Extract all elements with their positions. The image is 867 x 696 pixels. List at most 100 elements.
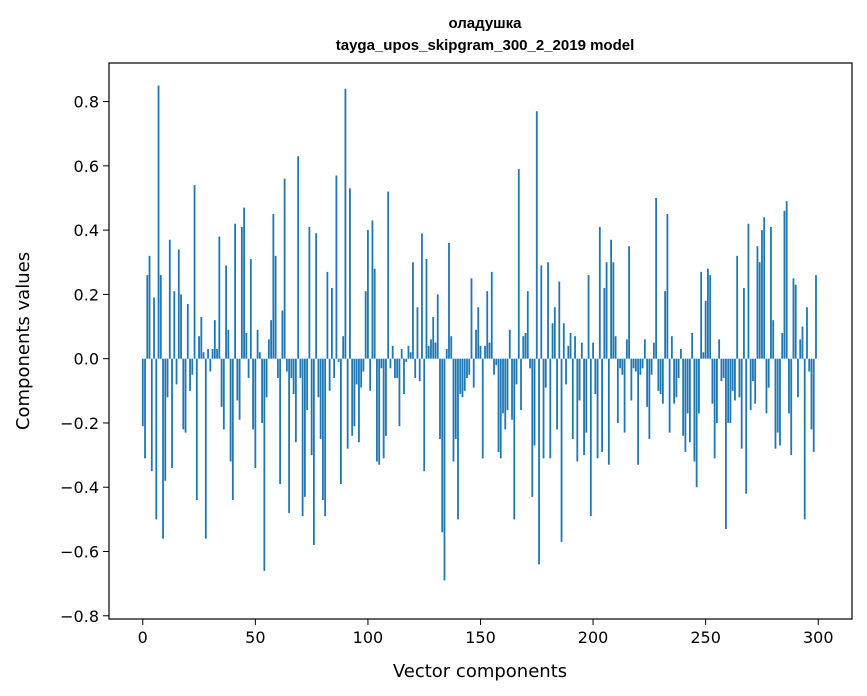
bar [353,358,356,427]
y-tick-label: 0.4 [74,221,99,240]
bar [299,358,302,378]
bar [529,358,531,369]
bar [743,287,745,359]
bar [452,358,455,462]
bar [157,85,160,359]
bar [150,358,153,472]
bar [434,342,437,359]
bar [308,226,311,359]
bar [650,358,653,375]
bar [171,358,173,468]
bar [677,358,680,378]
bar [180,294,182,359]
bar [463,358,466,391]
bar [506,358,509,411]
bar [400,349,403,359]
bar [698,358,700,414]
bar [691,332,694,359]
bar [731,358,734,391]
bar [209,358,212,372]
bar [544,358,547,388]
bar [763,217,766,359]
bar [285,358,288,372]
bar [641,358,644,369]
bar [785,201,788,359]
bar [670,336,673,359]
bar [177,249,180,359]
bar [445,349,448,359]
bar [207,349,209,359]
bar [198,336,200,359]
bar [713,358,716,459]
bar [801,326,804,359]
bar [657,358,660,391]
bar [389,358,392,369]
bar [351,358,354,436]
bar [175,358,178,385]
bar [436,294,439,359]
bar [637,358,640,465]
bar [490,271,493,359]
bar [756,246,759,359]
bar [418,358,421,382]
bar [204,358,207,539]
x-axis-label: Vector components [393,661,567,682]
y-tick-label: −0.4 [60,478,99,497]
bar [261,358,263,423]
bar [164,358,167,481]
bar [481,358,484,459]
bar [362,358,365,372]
bar [547,262,549,359]
bar [659,358,662,395]
bar [202,352,205,359]
bar [661,358,664,404]
bar [432,316,435,359]
bar [583,358,585,456]
bar [679,349,682,359]
bar [574,336,576,359]
bar [792,278,795,359]
bar [738,358,741,398]
bar [466,358,468,378]
bar [407,345,410,359]
bar [497,358,500,452]
bar [790,358,793,456]
bar [587,275,590,359]
bar [254,358,257,468]
bar [403,358,405,395]
bar [621,358,624,375]
y-tick-label: 0.8 [74,93,99,112]
bar [292,358,295,395]
bar [652,342,655,359]
bar [558,281,561,359]
bar [220,358,223,407]
y-tick-label: −0.8 [60,607,99,626]
bar [772,320,775,359]
bar [391,345,394,359]
bar [450,336,453,359]
x-tick-label: 100 [353,628,384,647]
bar [461,358,464,398]
bars-group [141,85,817,581]
bar [468,358,471,375]
bar [479,345,482,359]
bar [371,220,374,359]
bar [632,358,635,369]
bar [470,278,473,359]
bar [342,336,345,359]
bar [276,358,279,378]
bar [808,358,811,372]
bar [267,339,270,359]
bar [765,358,768,414]
bar [252,358,254,430]
bar [258,352,261,359]
bar [603,287,606,359]
bar [585,358,588,433]
bar [779,358,781,446]
bar [166,358,169,398]
bar [682,358,685,436]
bar [472,358,475,388]
bar [385,358,387,436]
bar [218,236,221,359]
